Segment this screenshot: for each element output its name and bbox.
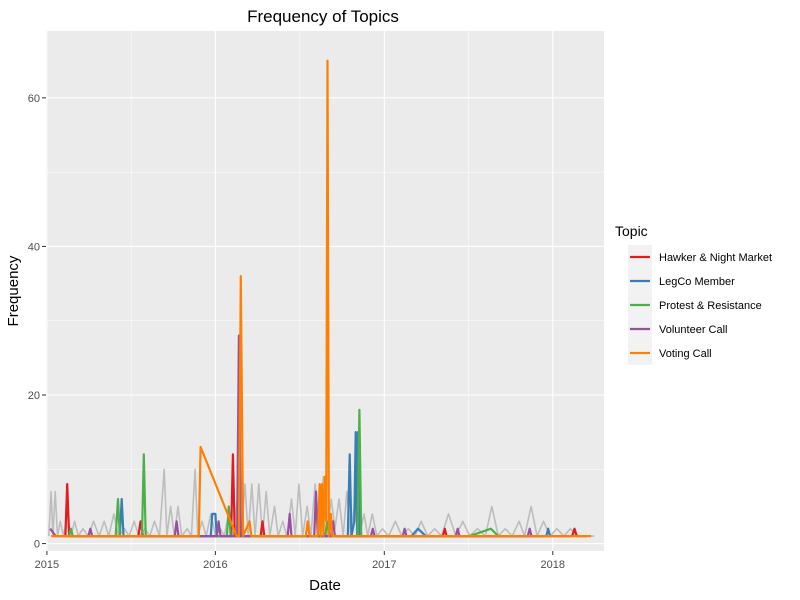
y-axis-title: Frequency xyxy=(5,255,22,326)
legend-label-protest-resistance: Protest & Resistance xyxy=(659,300,762,312)
y-tick-label: 40 xyxy=(28,241,40,253)
x-tick-label: 2016 xyxy=(203,559,227,571)
x-tick-label: 2017 xyxy=(372,559,396,571)
x-tick-label: 2018 xyxy=(541,559,565,571)
x-axis-ticks: 2015 2016 2017 2018 xyxy=(35,551,565,571)
legend-label-volunteer-call: Volunteer Call xyxy=(659,324,728,336)
legend-title: Topic xyxy=(615,223,648,239)
legend-label-legco-member: LegCo Member xyxy=(659,276,735,288)
series-line-legco-member xyxy=(118,431,552,538)
y-tick-label: 0 xyxy=(34,539,40,551)
series-lines xyxy=(49,59,592,538)
legend-label-hawker-night-market: Hawker & Night Market xyxy=(659,252,772,264)
y-tick-label: 20 xyxy=(28,390,40,402)
series-line-protest-resistance xyxy=(68,408,500,538)
legend: Topic Hawker & Night Market LegCo Member P… xyxy=(615,223,772,365)
plot-panel xyxy=(46,31,604,551)
legend-items: Hawker & Night Market LegCo Member Protest… xyxy=(628,245,772,365)
y-tick-label: 60 xyxy=(28,93,40,105)
chart-title: Frequency of Topics xyxy=(247,7,399,26)
series-line-voting-call xyxy=(51,59,592,538)
x-tick-label: 2015 xyxy=(35,559,59,571)
y-axis-ticks: 0 20 40 60 xyxy=(28,93,46,551)
minor-gridlines xyxy=(46,31,604,551)
x-axis-title: Date xyxy=(309,577,341,594)
legend-label-voting-call: Voting Call xyxy=(659,348,712,360)
major-gridlines xyxy=(46,31,604,551)
